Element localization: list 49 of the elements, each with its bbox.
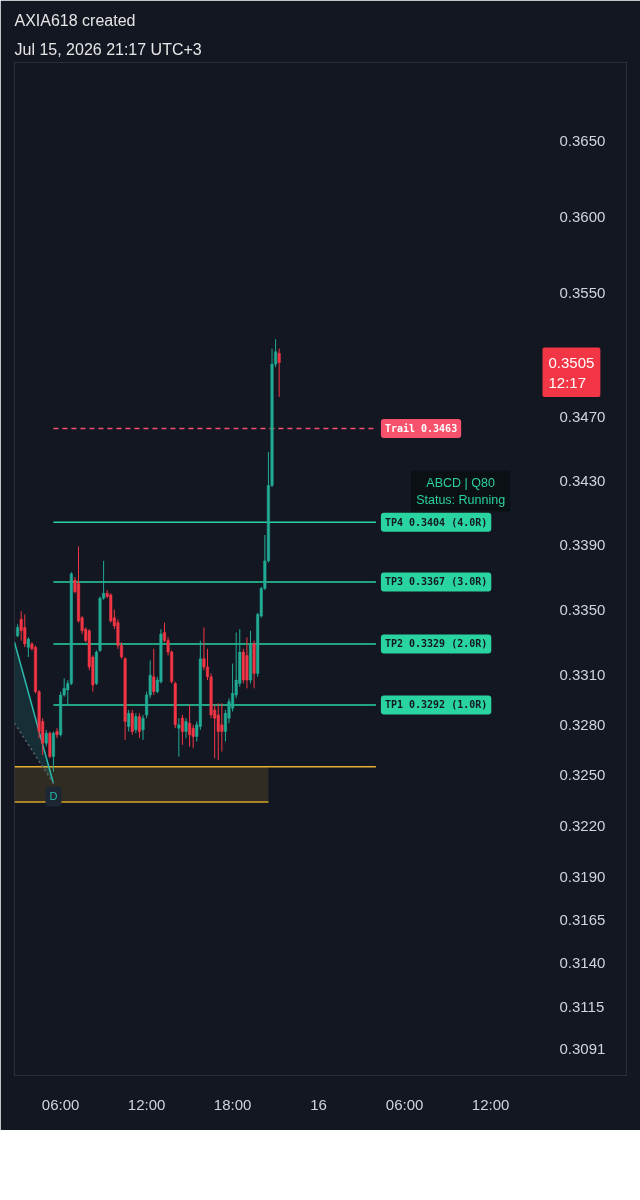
candlestick <box>130 709 134 736</box>
candlestick <box>23 613 27 648</box>
y-tick-label: 0.3470 <box>559 408 606 426</box>
y-tick-label: 0.3550 <box>559 283 606 301</box>
x-tick-label: 06:00 <box>41 1095 80 1113</box>
candlestick <box>177 717 181 758</box>
candlestick <box>134 712 138 734</box>
x-tick-label: 12:00 <box>471 1095 510 1113</box>
x-tick-label: 16 <box>310 1095 327 1113</box>
y-tick-label: 0.3310 <box>559 666 606 684</box>
y-tick-label: 0.3390 <box>559 535 606 553</box>
y-tick-label: 0.3091 <box>559 1039 606 1057</box>
candlestick <box>180 714 184 746</box>
candlestick <box>55 727 59 739</box>
candlestick <box>277 348 281 398</box>
y-tick-label: 0.3165 <box>559 910 606 928</box>
y-tick-label: 0.3650 <box>559 132 606 150</box>
y-tick-label: 0.3280 <box>559 715 606 733</box>
series-label: TP1 0.3292 (1.0R) <box>384 699 488 711</box>
series-label: TP2 0.3329 (2.0R) <box>384 638 488 650</box>
y-tick-label: 0.3350 <box>559 600 606 618</box>
candlestick <box>127 709 131 733</box>
candlestick <box>188 704 192 748</box>
chart-title: AXIA618 created <box>14 11 136 29</box>
candlestick <box>26 636 30 658</box>
chart-subtitle: Jul 15, 2026 21:17 UTC+3 <box>14 40 202 58</box>
x-tick-label: 18:00 <box>213 1095 252 1113</box>
annotation: ABCD | Q80 <box>426 475 495 490</box>
candlestick <box>137 712 141 739</box>
series-label: TP4 0.3404 (4.0R) <box>384 516 488 528</box>
candlestick <box>216 702 220 761</box>
y-tick-label: 0.3600 <box>559 207 606 225</box>
y-tick-label: 0.3250 <box>559 766 606 784</box>
candlestick <box>184 717 188 739</box>
y-tick-label: 0.3115 <box>559 997 605 1015</box>
annotation: 0.3505 12:17 <box>548 353 595 391</box>
series-label: Trail 0.3463 <box>384 422 458 434</box>
x-tick-label: 12:00 <box>127 1095 166 1113</box>
y-tick-label: 0.3430 <box>559 471 606 489</box>
y-tick-label: 0.3140 <box>559 954 606 972</box>
candlestick <box>48 731 52 759</box>
candlestick <box>220 702 224 753</box>
candlestick <box>51 731 55 773</box>
annotation: D <box>49 790 58 803</box>
series-label: TP3 0.3367 (3.0R) <box>384 576 488 588</box>
y-tick-label: 0.3190 <box>559 867 606 885</box>
x-tick-label: 06:00 <box>385 1095 424 1113</box>
y-tick-label: 0.3220 <box>559 816 606 834</box>
annotation: Status: Running <box>416 492 506 507</box>
